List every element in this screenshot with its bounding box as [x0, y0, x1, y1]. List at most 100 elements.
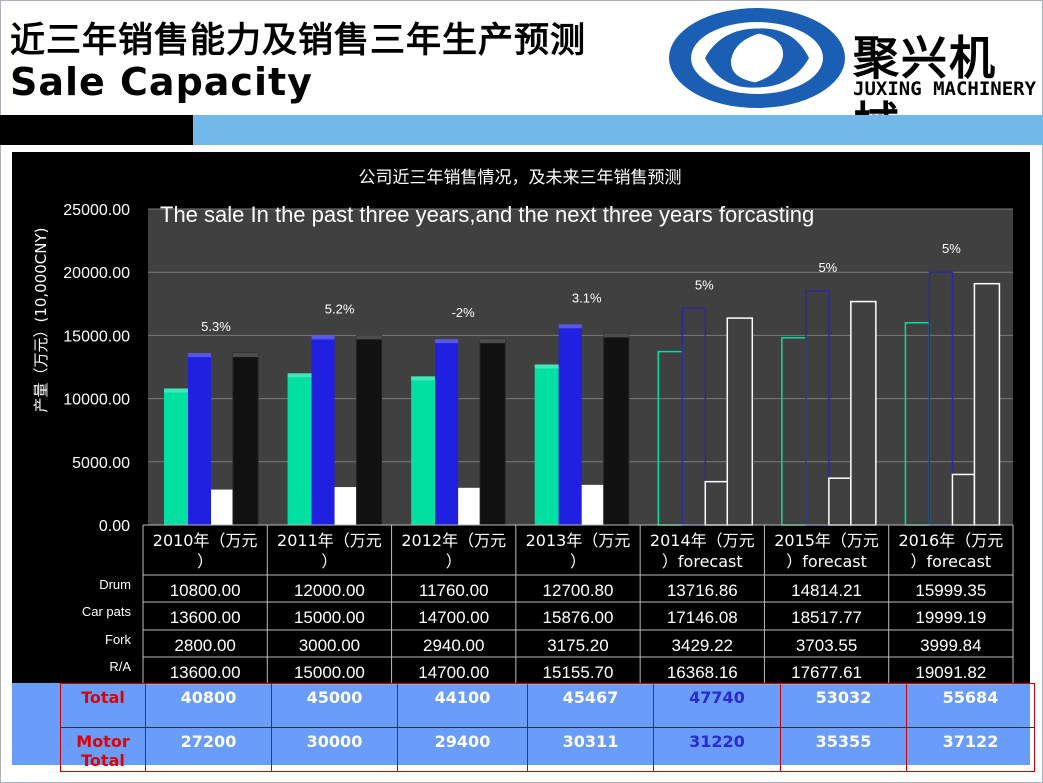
x-category-label: 2016年（万元）forecast	[898, 531, 1003, 571]
bar-car-pats	[311, 335, 335, 525]
bar-car-pats	[188, 353, 211, 525]
bar-bevel	[458, 487, 481, 492]
bar-bevel	[211, 489, 233, 494]
y-tick-label: 0.00	[99, 518, 130, 535]
chart-subtitle: The sale In the past three years,and the…	[160, 202, 814, 227]
table-cell: 2800.00	[174, 636, 235, 655]
legend-row-label: Car pats	[82, 604, 132, 619]
summary-row: Total 40800 45000 44100 45467 47740 53032 55684	[60, 683, 1035, 728]
summary-row-label: Total	[60, 683, 146, 728]
growth-label: 5.3%	[201, 319, 231, 334]
bar-bevel	[581, 484, 604, 489]
table-cell: 15999.35	[915, 581, 986, 600]
y-tick-label: 25000.00	[63, 202, 130, 219]
summary-table: Total 40800 45000 44100 45467 47740 53032 55684…	[60, 683, 1035, 772]
header-band-black	[0, 115, 193, 145]
bar-bevel	[480, 339, 506, 344]
table-cell: 3429.22	[672, 636, 733, 655]
table-cell: 12000.00	[294, 581, 365, 600]
bar-drum	[287, 373, 312, 525]
bar-bevel	[603, 333, 629, 338]
summary-cell: 45000	[271, 683, 398, 728]
y-tick-label: 10000.00	[63, 392, 130, 409]
table-cell: 14700.00	[418, 663, 489, 682]
summary-cell: 30000	[271, 727, 398, 772]
table-cell: 15000.00	[294, 608, 365, 627]
logo-name-english: JUXING MACHINERY	[853, 78, 1037, 100]
growth-label: 5%	[695, 277, 714, 292]
summary-cell: 29400	[397, 727, 528, 772]
bar-ra	[973, 282, 1001, 526]
bar-bevel	[334, 487, 357, 492]
y-tick-label: 20000.00	[63, 265, 130, 282]
bar-bevel	[411, 376, 436, 381]
table-cell: 15876.00	[543, 608, 614, 627]
summary-cell: 31220	[653, 727, 781, 772]
page-title-chinese: 近三年销售能力及销售三年生产预测	[10, 21, 587, 60]
summary-cell: 35355	[780, 727, 907, 772]
x-category-label: 2013年（万元）	[526, 531, 631, 571]
summary-cell: 47740	[653, 683, 781, 728]
table-cell: 10800.00	[170, 581, 241, 600]
table-cell: 11760.00	[419, 581, 489, 600]
summary-cell: 55684	[906, 683, 1035, 728]
table-cell: 3999.84	[920, 636, 981, 655]
growth-label: -2%	[452, 305, 476, 320]
bar-drum	[411, 376, 436, 525]
bar-fork	[458, 487, 481, 525]
summary-cell: 37122	[906, 727, 1035, 772]
growth-label: 3.1%	[572, 290, 602, 305]
legend-row-label: Fork	[105, 632, 132, 647]
logo-swirl-icon	[669, 8, 845, 108]
table-cell: 19999.19	[915, 608, 986, 627]
summary-row: Motor Total 27200 30000 29400 30311 31220 3535…	[60, 727, 1035, 772]
table-cell: 3703.55	[796, 636, 857, 655]
summary-cell: 40800	[145, 683, 272, 728]
x-category-label: 2015年（万元）forecast	[774, 531, 879, 571]
legend-row-label: R/A	[109, 659, 131, 674]
summary-cell: 53032	[780, 683, 907, 728]
growth-label: 5%	[818, 260, 837, 275]
bar-ra	[726, 317, 754, 526]
header-band-blue	[193, 115, 1043, 145]
bar-drum	[164, 388, 188, 525]
bar-bevel	[311, 335, 335, 340]
y-axis-label: 产量（万元）(10,000CNY)	[32, 227, 50, 412]
bar-fork	[211, 489, 233, 525]
bar-bevel	[356, 335, 382, 340]
table-cell: 17146.08	[667, 608, 738, 627]
growth-label: 5%	[942, 241, 961, 256]
summary-cell: 30311	[527, 727, 654, 772]
table-cell: 17677.61	[791, 663, 862, 682]
bar-ra	[603, 332, 630, 526]
table-cell: 3000.00	[299, 636, 360, 655]
summary-cell: 45467	[527, 683, 654, 728]
x-category-label: 2012年（万元）	[401, 531, 506, 571]
bar-drum	[534, 364, 559, 525]
table-cell: 15000.00	[294, 663, 365, 682]
bar-bevel	[188, 353, 211, 358]
table-cell: 13716.86	[667, 581, 738, 600]
bar-bevel	[287, 373, 312, 378]
table-cell: 16368.16	[667, 663, 738, 682]
bar-bevel	[164, 388, 188, 393]
summary-row-label: Motor Total	[60, 727, 146, 772]
table-cell: 13600.00	[170, 663, 241, 682]
bar-car-pats	[558, 324, 582, 525]
bar-fork	[334, 487, 357, 525]
table-cell: 13600.00	[170, 608, 241, 627]
bar-ra	[479, 338, 506, 526]
x-category-label: 2010年（万元）	[153, 531, 258, 571]
bar-fork	[581, 484, 604, 525]
y-tick-label: 5000.00	[72, 455, 130, 472]
table-cell: 18517.77	[791, 608, 862, 627]
bar-ra	[356, 334, 383, 526]
bar-bevel	[233, 353, 258, 358]
bar-bevel	[534, 364, 559, 369]
bar-ra	[850, 300, 877, 526]
x-category-label: 2011年（万元）	[277, 531, 382, 571]
bar-ra	[232, 352, 259, 526]
summary-cell: 27200	[145, 727, 272, 772]
growth-label: 5.2%	[325, 301, 355, 316]
